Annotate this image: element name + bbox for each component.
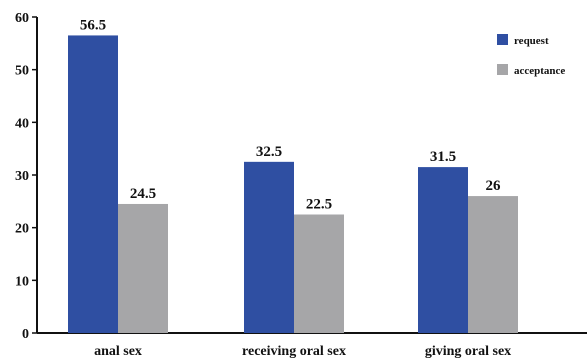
y-tick-label: 10: [15, 274, 29, 289]
x-category-label: giving oral sex: [425, 344, 511, 358]
chart-data-labels: 56.5 24.5 32.5 22.5 31.5 26: [80, 17, 501, 212]
legend-swatch-request: [497, 34, 508, 45]
data-label-acceptance-anal-sex: 24.5: [130, 186, 156, 202]
data-label-acceptance-giving-oral-sex: 26: [486, 178, 502, 194]
y-tick-label: 60: [15, 11, 29, 26]
y-tick-label: 0: [22, 327, 29, 342]
bar-acceptance-receiving-oral-sex: [294, 214, 344, 333]
y-tick-label: 30: [15, 169, 29, 184]
chart-legend: request acceptance: [497, 34, 565, 77]
data-label-request-receiving-oral-sex: 32.5: [256, 144, 282, 160]
data-label-request-anal-sex: 56.5: [80, 17, 106, 33]
x-category-label: anal sex: [94, 344, 142, 358]
data-label-request-giving-oral-sex: 31.5: [430, 149, 456, 165]
bar-acceptance-anal-sex: [118, 203, 168, 333]
y-tick-label: 20: [15, 222, 29, 237]
chart-bars: [68, 35, 518, 333]
legend-swatch-acceptance: [497, 64, 508, 75]
data-label-acceptance-receiving-oral-sex: 22.5: [306, 197, 332, 213]
legend-label-acceptance: acceptance: [514, 65, 565, 77]
legend-label-request: request: [514, 35, 549, 47]
y-tick-label: 50: [15, 64, 29, 79]
bar-request-receiving-oral-sex: [244, 161, 294, 333]
x-category-label: receiving oral sex: [242, 344, 346, 358]
y-tick-label: 40: [15, 116, 29, 131]
bar-acceptance-giving-oral-sex: [468, 196, 518, 333]
bar-request-giving-oral-sex: [418, 167, 468, 333]
bar-request-anal-sex: [68, 35, 118, 333]
